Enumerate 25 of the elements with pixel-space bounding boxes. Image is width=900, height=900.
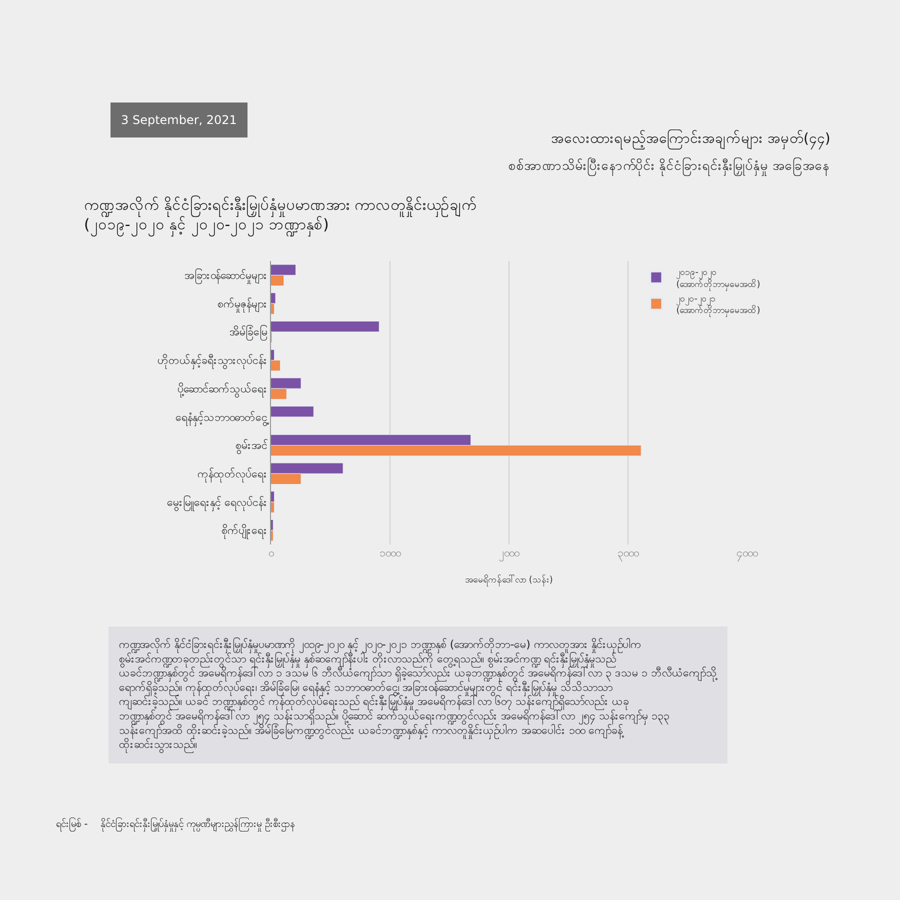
y-tick-label: စက်မှုဇုန်များ: [218, 297, 268, 312]
text: ကဏ္ဍအလိုက် နိုင်ငံခြားရင်းနှီးမြှုပ်နှံမှုပမာဏကို ၂၀၁၉-၂၀၂၀ နှင့် ၂၀၂၀-၂၀၂၁ ဘဏ္ဍာနှစ် (အောက်တိုဘာ-မေ) ကာလတူအား နှိုင်းယှဉ်ပါက စွမ်းအင်ကဏ္ဍတခုတည်းတွင်သာ ရင်းနှီးမြှုပ်နှံမှု နှစ်ဆကျော်နီးပါး တိုးလာသည်ကို တွေ့ရသည်။ စွမ်းအင်ကဏ္ဍ ရင်းနှီးမြှုပ်နှံမှုသည် ယခင်ဘဏ္ဍာနှစ်တွင် အမေရိကန်ဒေါ်လာ ၁ ဒသမ ၆ ဘီလီယံကျော်သာ ရှိခဲ့သော်လည်း ယခုဘဏ္ဍာနှစ်တွင် အမေရိကန်ဒေါ်လာ ၃ ဒသမ ၁ ဘီလီယံကျော်သို့ ရောက်ရှိခဲ့သည်။ ကုန်ထုတ်လုပ်ရေး၊ အိမ်ခြံမြေ၊ ရေနံနှင့် သဘာဝဓာတ်ငွေ့၊ အခြားဝန်ဆောင်မှုများတွင် ရင်းနှီးမြှုပ်နှံမှု သိသိသာသာ ကျဆင်းခဲ့သည်။ ယခင် ဘဏ္ဍာနှစ်တွင် ကုန်ထုတ်လုပ်ရေးသည် ရင်းနှီးမြှုပ်နှံမှု အမေရိကန်ဒေါ်လာ ၆၀၇ သန်းကျော်ရှိသော်လည်း ယခု ဘဏ္ဍာနှစ်တွင် အမေရိကန်ဒေါ်လာ ၂၅၄ သန်းသာရှိသည်။ ပို့ဆောင် ဆက်သွယ်ရေးကဏ္ဍတွင်လည်း အမေရိကန်ဒေါ်လာ ၂၅၄ သန်းကျော်မှ ၁၃၃ သန်းကျော်အထိ ထိုးဆင်းခဲ့သည်။ အိမ်ခြံမြေကဏ္ဍတွင်လည်း ယခင်ဘဏ္ဍာနှစ်နှင့် ကာလတူနှိုင်းယှဉ်ပါက အဆပေါင်း ၁၀၀ ကျော်ခန့် ထိုးဆင်းသွားသည်။: [119, 637, 717, 754]
chart-title: ကဏ္ဍအလိုက် နိုင်ငံခြားရင်းနှီးမြှုပ်နှံမှုပမာဏအား ကာလတူနှိုင်းယှဉ်ချက် (၂၀၁၉-၂၀၂၀ နှင့် ၂၀၂၀-၂၀၂၁ ဘဏ္ဍာနှစ်): [84, 195, 477, 236]
text: စစ်အာဏာသိမ်းပြီးနောက်ပိုင်း နိုင်ငံခြားရင်းနှီးမြှုပ်နှံမှု အခြေအနေ: [508, 157, 830, 176]
y-tick-label: စိုက်ပျိုးရေး: [222, 524, 268, 540]
y-tick-label: ကုန်ထုတ်လုပ်ရေး: [198, 467, 268, 482]
x-tick-label: ၄၀၀၀: [736, 546, 758, 562]
y-tick-label: အခြားဝန်ဆောင်မှုများ: [184, 268, 268, 284]
text: အလေးထားရမည့်အကြောင်းအချက်များ အမှတ်(၄၄): [551, 130, 830, 149]
y-tick-label: ဟိုတယ်နှင့်ခရီးသွားလုပ်ငန်း: [158, 354, 268, 370]
y-tick-label: စွမ်းအင်: [236, 439, 268, 454]
x-tick-label: ၀: [268, 546, 274, 560]
text: ရင်းမြစ် - နိုင်ငံခြားရင်းနှီးမြှုပ်နှံမှုနှင့် ကုမ္ပဏီများညွှန်ကြားမှု ဦးစီးဌာန: [56, 816, 295, 832]
y-tick-label: ပို့ဆောင်ဆက်သွယ်ရေး: [178, 382, 268, 398]
text: 3 September, 2021: [121, 113, 237, 127]
y-tick-label: ရေနံနှင့်သဘာဝဓာတ်ငွေ့: [176, 410, 269, 426]
y-tick-label: အိမ်ခြံမြေ: [230, 324, 268, 341]
x-axis-title: အမေရိကန်ဒေါ်လာ (သန်း): [464, 574, 553, 586]
x-tick-label: ၁၀၀၀: [379, 546, 400, 560]
bar: [270, 406, 314, 418]
x-tick-label: ၂၀၀၀: [498, 546, 519, 562]
legend-label: ၂၀၂၀-၂၀၂၁ (အောက်တိုဘာမှမေအထိ): [676, 294, 760, 318]
legend-label: ၂၀၁၉-၂၀၂၀ (အောက်တိုဘာမှမေအထိ): [676, 268, 760, 291]
x-tick-label: ၃၀၀၀: [618, 546, 638, 562]
y-tick-label: မွေးမြူရေးနှင့် ရေလုပ်ငန်း: [167, 494, 268, 511]
